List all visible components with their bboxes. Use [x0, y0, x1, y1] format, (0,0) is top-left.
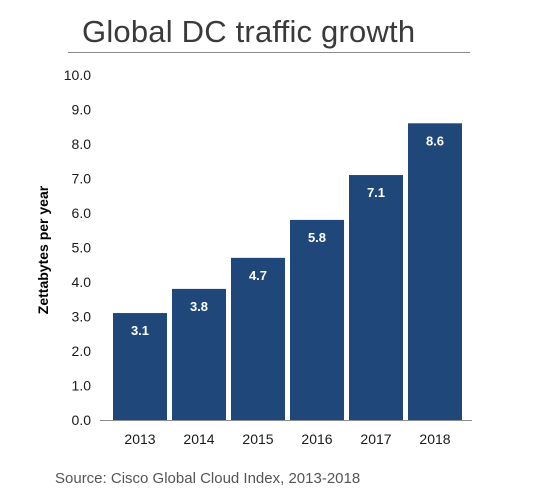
bar-2014 [172, 288, 226, 420]
x-tick-label: 2018 [419, 431, 450, 447]
bar-2013 [113, 313, 167, 420]
y-tick-label: 0.0 [72, 412, 92, 428]
bar-chart: 0.01.02.03.04.05.06.07.08.09.010.0 3.13.… [35, 67, 472, 447]
y-tick-label: 8.0 [72, 136, 92, 152]
bar-2016 [290, 219, 344, 420]
data-label: 4.7 [249, 268, 267, 283]
data-label: 3.1 [131, 323, 149, 338]
bar-2018 [408, 123, 462, 421]
y-tick-label: 2.0 [72, 343, 92, 359]
y-axis-label: Zettabytes per year [35, 185, 51, 314]
data-label: 5.8 [308, 230, 326, 245]
y-tick-label: 7.0 [72, 171, 92, 187]
x-axis-ticks: 2013 2014 2015 2016 2017 2018 [124, 431, 450, 447]
chart-title: Global DC traffic growth [82, 14, 416, 49]
data-label: 7.1 [367, 185, 385, 200]
y-tick-label: 3.0 [72, 309, 92, 325]
source-note: Source: Cisco Global Cloud Index, 2013-2… [55, 470, 361, 487]
x-tick-label: 2014 [183, 431, 214, 447]
y-tick-label: 6.0 [72, 205, 92, 221]
data-label: 8.6 [426, 133, 444, 148]
x-tick-label: 2017 [360, 431, 391, 447]
y-tick-label: 1.0 [72, 378, 92, 394]
bar-2017 [349, 175, 403, 420]
y-tick-label: 4.0 [72, 274, 92, 290]
x-tick-label: 2013 [124, 431, 155, 447]
y-tick-label: 10.0 [64, 67, 91, 83]
data-label: 3.8 [190, 299, 208, 314]
x-tick-label: 2015 [242, 431, 273, 447]
y-tick-label: 5.0 [72, 240, 92, 256]
y-tick-label: 9.0 [72, 102, 92, 118]
title-divider [68, 52, 470, 53]
x-tick-label: 2016 [301, 431, 332, 447]
y-axis-ticks: 0.0 1.0 2.0 3.0 4.0 5.0 6.0 7.0 8.0 9.0 10.0 [64, 67, 91, 428]
bars: 3.1 3.8 4.7 5.8 7.1 8.6 [113, 123, 462, 421]
bar-2015 [231, 257, 285, 420]
